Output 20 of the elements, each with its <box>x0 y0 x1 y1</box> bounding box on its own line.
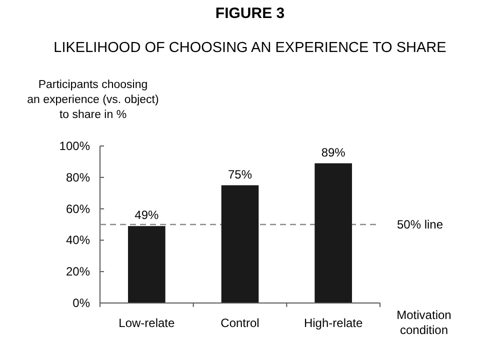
y-tick-label: 40% <box>66 233 90 248</box>
y-tick-label: 20% <box>66 264 90 279</box>
data-label: 49% <box>134 208 159 222</box>
bar <box>221 185 259 303</box>
chart-title: FIGURE 3 <box>215 5 285 22</box>
bar <box>314 163 352 303</box>
y-tick-label: 80% <box>66 170 90 184</box>
y-tick-label: 60% <box>66 202 90 216</box>
y-tick-label: 0% <box>72 296 90 310</box>
x-tick-label: Low-relate <box>118 316 176 330</box>
ref-line-label: 50% line <box>397 218 444 232</box>
data-label: 75% <box>228 167 252 182</box>
chart-subtitle: LIKELIHOOD OF CHOOSING AN EXPERIENCE TO SHARE <box>54 40 447 56</box>
y-tick-label: 100% <box>59 139 90 153</box>
data-label: 89% <box>321 145 346 160</box>
bar <box>128 226 166 303</box>
x-axis-title: Motivation condition <box>396 308 452 337</box>
y-axis-title: Participants choosing an experience (vs. object) to share in % <box>27 79 160 121</box>
x-tick-label: High-relate <box>304 316 363 330</box>
x-tick-label: Control <box>220 316 260 330</box>
